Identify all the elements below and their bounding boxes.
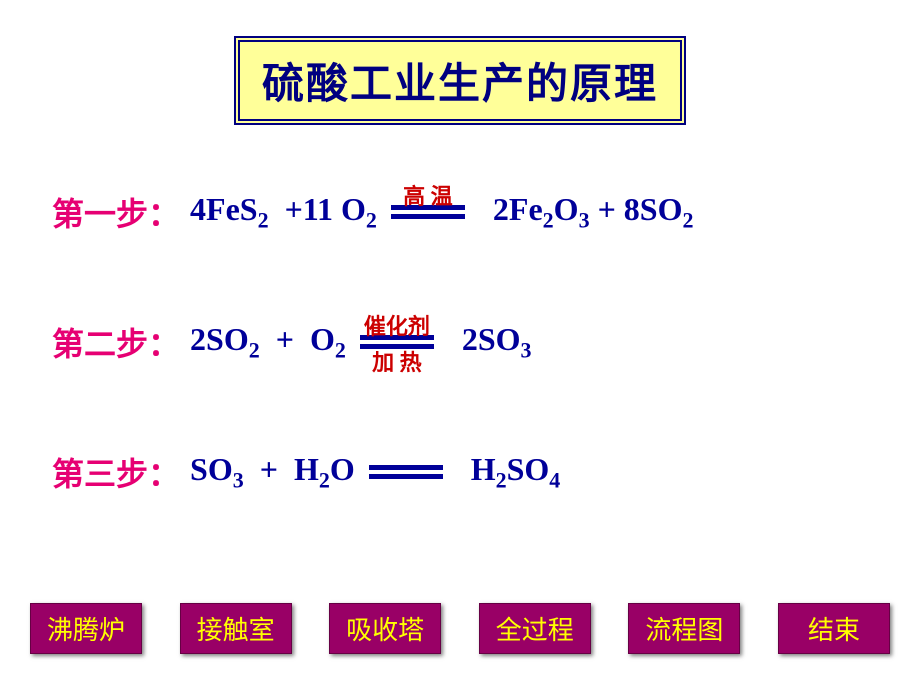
step-row: 第三步： SO3 + H2O H2SO4 xyxy=(52,442,872,502)
formula-right-1: 2Fe2O3 + 8SO2 xyxy=(493,191,694,233)
steps-container: 第一步： 4FeS2 +11 O2 高 温 2Fe2O3 + 8SO2 第二步：… xyxy=(52,182,872,572)
nav-btn-boiler[interactable]: 沸腾炉 xyxy=(30,603,142,654)
step-label-3: 第三步： xyxy=(52,449,180,495)
formula-left-1: 4FeS2 +11 O2 xyxy=(190,191,377,233)
nav-bar: 沸腾炉 接触室 吸收塔 全过程 流程图 结束 xyxy=(30,603,890,654)
formula-right-2: 2SO3 xyxy=(462,321,532,363)
condition-top-1: 高 温 xyxy=(391,179,465,211)
step-row: 第一步： 4FeS2 +11 O2 高 温 2Fe2O3 + 8SO2 xyxy=(52,182,872,242)
nav-label: 全过程 xyxy=(496,616,574,645)
page-title: 硫酸工业生产的原理 xyxy=(262,60,658,107)
equals-sign-2: 催化剂 加 热 xyxy=(360,335,434,349)
title-box: 硫酸工业生产的原理 xyxy=(234,36,686,125)
nav-btn-full[interactable]: 全过程 xyxy=(479,603,591,654)
condition-top-2: 催化剂 xyxy=(360,309,434,341)
nav-label: 吸收塔 xyxy=(346,616,424,645)
step-label-1: 第一步： xyxy=(52,189,180,235)
nav-label: 接触室 xyxy=(197,616,275,645)
nav-label: 沸腾炉 xyxy=(47,616,125,645)
nav-btn-contact[interactable]: 接触室 xyxy=(180,603,292,654)
nav-btn-end[interactable]: 结束 xyxy=(778,603,890,654)
nav-btn-flowchart[interactable]: 流程图 xyxy=(628,603,740,654)
condition-bot-2: 加 热 xyxy=(360,345,434,377)
equals-sign-1: 高 温 xyxy=(391,205,465,219)
equals-sign-3 xyxy=(369,465,443,479)
formula-left-3: SO3 + H2O xyxy=(190,451,355,493)
step-label-2: 第二步： xyxy=(52,319,180,365)
formula-right-3: H2SO4 xyxy=(471,451,561,493)
nav-btn-absorber[interactable]: 吸收塔 xyxy=(329,603,441,654)
step-row: 第二步： 2SO2 + O2 催化剂 加 热 2SO3 xyxy=(52,312,872,372)
formula-left-2: 2SO2 + O2 xyxy=(190,321,346,363)
nav-label: 流程图 xyxy=(645,616,723,645)
nav-label: 结束 xyxy=(808,616,860,645)
equals-lines xyxy=(369,465,443,479)
